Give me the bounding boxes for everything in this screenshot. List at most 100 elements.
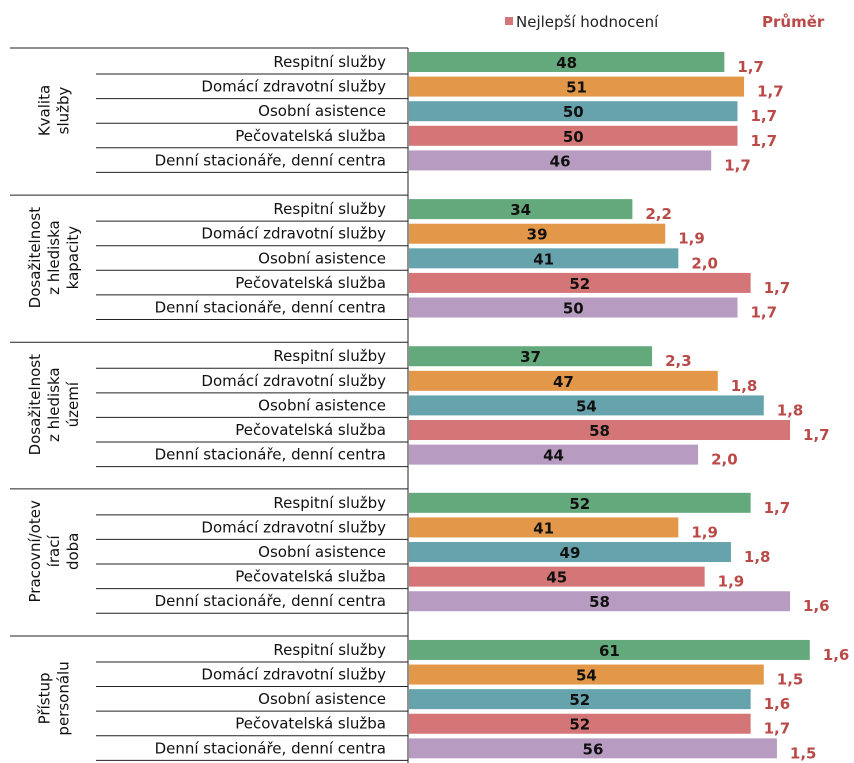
bar-value-label: 52	[569, 495, 590, 513]
bar-row: Domácí zdravotní služby 54 1,5	[96, 664, 804, 689]
bar-value-label: 58	[589, 422, 610, 440]
bar-value-label: 44	[543, 447, 564, 465]
bar-value-label: 56	[583, 740, 604, 758]
row-label: Domácí zdravotní služby	[201, 372, 386, 390]
average-value-label: 1,7	[751, 107, 778, 125]
bar	[409, 101, 738, 122]
bar-row: Denní stacionáře, denní centra 58 1,6	[96, 591, 830, 615]
average-value-label: 1,6	[803, 597, 830, 615]
group-label-line: doba	[64, 533, 82, 570]
bar	[409, 689, 751, 710]
bar-row: Respitní služby 34 2,2	[96, 199, 672, 223]
row-label: Pečovatelská služba	[235, 715, 386, 733]
bar-value-label: 50	[563, 103, 584, 121]
average-value-label: 1,8	[744, 548, 771, 566]
bar-value-label: 39	[527, 226, 548, 244]
average-value-label: 1,6	[764, 695, 791, 713]
bar	[409, 713, 751, 734]
average-value-label: 1,9	[691, 523, 718, 541]
group-label-line: z hlediska	[45, 220, 63, 295]
legend-swatch-best	[505, 17, 513, 25]
legend-label-average: Průměr	[762, 13, 825, 31]
average-value-label: 2,3	[665, 352, 692, 370]
average-value-label: 1,7	[737, 58, 764, 76]
bar-row: Domácí zdravotní služby 51 1,7	[96, 76, 784, 101]
bar-row: Domácí zdravotní služby 41 1,9	[96, 517, 718, 541]
average-value-label: 2,0	[691, 254, 718, 272]
bar-value-label: 58	[589, 593, 610, 611]
bar-value-label: 50	[563, 128, 584, 146]
group-label-line: kapacity	[64, 226, 82, 290]
group-label: Pracovní/otevíracídoba	[26, 500, 82, 602]
group-label-line: území	[64, 381, 82, 427]
bar	[409, 395, 764, 416]
row-label: Osobní asistence	[258, 102, 386, 120]
bar-value-label: 54	[576, 667, 597, 685]
average-value-label: 1,5	[777, 671, 804, 689]
row-label: Denní stacionáře, denní centra	[155, 592, 386, 610]
average-value-label: 1,8	[731, 377, 758, 395]
group-label-line: Dosažitelnost	[26, 354, 44, 456]
average-value-label: 1,7	[764, 279, 791, 297]
average-value-label: 1,6	[823, 646, 850, 664]
row-label: Respitní služby	[273, 200, 386, 218]
bar-value-label: 52	[569, 275, 590, 293]
average-value-label: 1,7	[724, 156, 751, 174]
bar-value-label: 34	[510, 201, 531, 219]
bar	[409, 199, 633, 220]
average-value-label: 2,2	[645, 205, 672, 223]
legend: Nejlepší hodnocení Průměr	[505, 13, 825, 31]
bar	[409, 566, 705, 587]
group-label-line: služby	[55, 86, 73, 134]
bar	[409, 370, 718, 391]
bar	[409, 591, 791, 612]
group-label-line: Pracovní/otev	[26, 500, 44, 602]
group-4: Pracovní/otevíracídoba Respitní služby 52 1…	[10, 488, 830, 615]
row-label: Domácí zdravotní služby	[201, 78, 386, 96]
bar	[409, 297, 738, 318]
row-label: Pečovatelská služba	[235, 421, 386, 439]
bar-value-label: 41	[533, 250, 554, 268]
average-value-label: 1,7	[803, 426, 830, 444]
bar-row: Osobní asistence 52 1,6	[96, 689, 790, 713]
bar-row: Pečovatelská služba 45 1,9	[96, 566, 744, 591]
bar-row: Respitní služby 61 1,6	[96, 639, 850, 664]
group-3: Dosažitelnostz hlediskaúzemí Respitní slu…	[10, 341, 830, 469]
bar-value-label: 48	[556, 54, 577, 72]
bar-row: Denní stacionáře, denní centra 44 2,0	[96, 444, 738, 469]
bar-row: Pečovatelská služba 50 1,7	[96, 125, 777, 150]
bar	[409, 150, 712, 171]
bar-value-label: 45	[546, 569, 567, 587]
bar	[409, 420, 791, 441]
bar-row: Domácí zdravotní služby 47 1,8	[96, 370, 758, 395]
average-value-label: 2,0	[711, 451, 738, 469]
bar-value-label: 54	[576, 397, 597, 415]
bar-row: Osobní asistence 50 1,7	[96, 101, 777, 125]
average-value-label: 1,9	[678, 230, 705, 248]
bar-row: Denní stacionáře, denní centra 50 1,7	[96, 297, 777, 322]
bar-row: Osobní asistence 41 2,0	[96, 248, 718, 272]
bar	[409, 444, 699, 465]
bar-row: Pečovatelská služba 58 1,7	[96, 420, 830, 444]
average-value-label: 1,8	[777, 401, 804, 419]
bar-value-label: 47	[553, 373, 574, 391]
row-label: Denní stacionáře, denní centra	[155, 446, 386, 464]
group-label-line: Kvalita	[36, 85, 54, 136]
bar	[409, 639, 810, 660]
row-label: Domácí zdravotní služby	[201, 666, 386, 684]
group-label-line: personálu	[55, 661, 73, 735]
row-label: Osobní asistence	[258, 690, 386, 708]
bar-row: Respitní služby 37 2,3	[96, 346, 692, 370]
legend-label-best: Nejlepší hodnocení	[516, 13, 659, 31]
average-value-label: 1,7	[764, 720, 791, 738]
bar-value-label: 41	[533, 519, 554, 537]
bar	[409, 664, 764, 685]
row-label: Respitní služby	[273, 641, 386, 659]
average-value-label: 1,7	[764, 499, 791, 517]
bar	[409, 346, 653, 367]
row-label: Pečovatelská služba	[235, 568, 386, 586]
